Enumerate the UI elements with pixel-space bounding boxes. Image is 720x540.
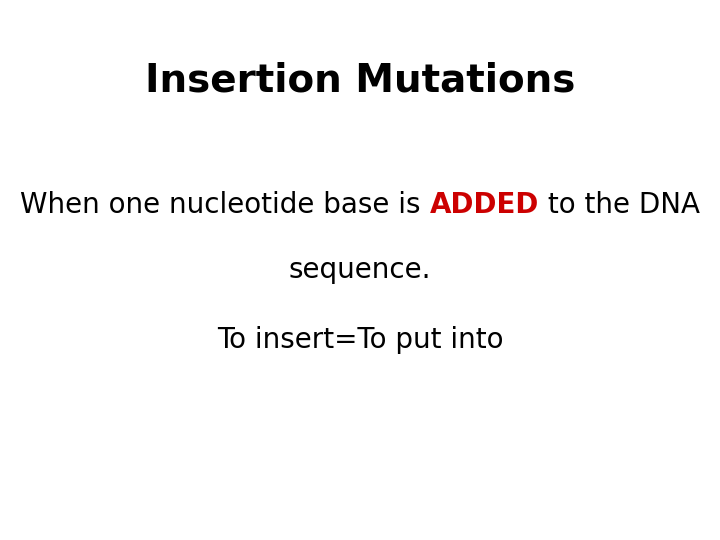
Text: When one nucleotide base is: When one nucleotide base is bbox=[20, 191, 430, 219]
Text: to the DNA: to the DNA bbox=[539, 191, 700, 219]
Text: Insertion Mutations: Insertion Mutations bbox=[145, 62, 575, 100]
Text: To insert=To put into: To insert=To put into bbox=[217, 326, 503, 354]
Text: ADDED: ADDED bbox=[430, 191, 539, 219]
Text: sequence.: sequence. bbox=[289, 256, 431, 284]
